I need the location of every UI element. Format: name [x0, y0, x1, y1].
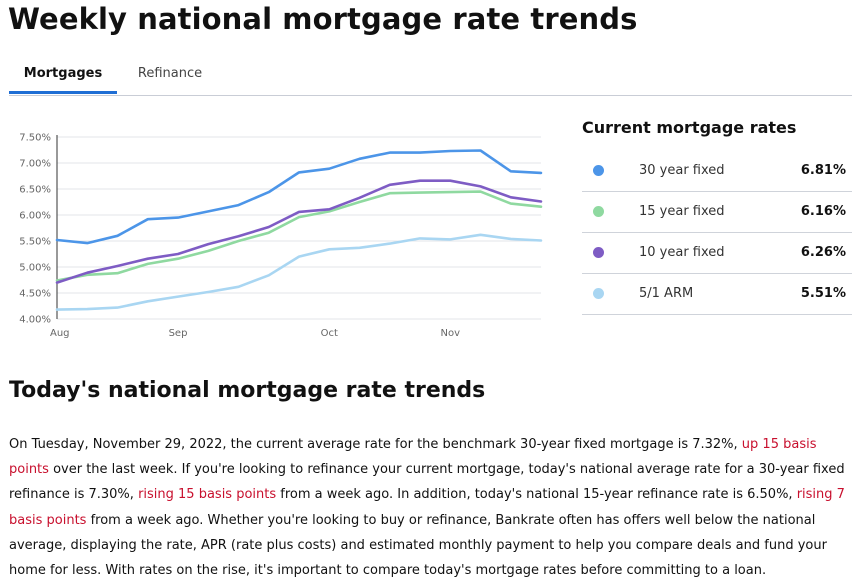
series-dot-30yr: [593, 165, 604, 176]
y-tick-label: 4.50%: [19, 289, 51, 300]
x-tick-label: Nov: [440, 328, 460, 339]
series-dot-15yr: [593, 206, 604, 217]
series-line-10-year-fixed: [55, 179, 543, 284]
y-tick-label: 5.00%: [19, 263, 51, 274]
rate-change-link-refi-30yr[interactable]: rising 15 basis points: [138, 487, 277, 503]
y-tick-label: 6.50%: [19, 185, 51, 196]
rate-row-10yr: 10 year fixed 6.26%: [582, 233, 852, 274]
rate-value-15yr: 6.16%: [800, 204, 846, 219]
rate-change-link-30yr[interactable]: up 15 basis points: [9, 437, 817, 478]
y-tick-label: 4.00%: [19, 315, 51, 326]
rate-value-30yr: 6.81%: [800, 163, 846, 178]
trends-text-3: from a week ago. In addition, today's na…: [276, 487, 797, 503]
y-tick-label: 6.00%: [19, 211, 51, 222]
current-rates-panel: Current mortgage rates 30 year fixed 6.8…: [582, 118, 852, 315]
rate-row-arm: 5/1 ARM 5.51%: [582, 274, 852, 315]
series-line-5-1-arm: [55, 233, 543, 311]
trends-text-4: from a week ago. Whether you're looking …: [9, 512, 827, 579]
trends-heading: Today's national mortgage rate trends: [9, 378, 486, 403]
y-tick-label: 7.00%: [19, 159, 51, 170]
tab-mortgages[interactable]: Mortgages: [9, 60, 117, 94]
rate-trend-chart-svg: 7.50% 7.00% 6.50% 6.00% 5.50% 5.00% 4.50% 4.00%…: [19, 133, 543, 339]
tab-bar: Mortgages Refinance: [9, 60, 852, 96]
rate-row-15yr: 15 year fixed 6.16%: [582, 192, 852, 233]
trends-text-1: On Tuesday, November 29, 2022, the curre…: [9, 437, 742, 452]
x-tick-label: Aug: [50, 328, 70, 339]
y-tick-label: 7.50%: [19, 133, 51, 144]
page-title: Weekly national mortgage rate trends: [8, 2, 638, 36]
series-dot-arm: [593, 288, 604, 299]
rate-trend-chart: 7.50% 7.00% 6.50% 6.00% 5.50% 5.00% 4.50% 4.00%…: [0, 120, 560, 350]
trends-text-2: over the last week. If you're looking to…: [9, 462, 845, 503]
series-line-30-year-fixed: [55, 149, 543, 245]
rate-label-30yr: 30 year fixed: [639, 163, 725, 178]
rate-row-30yr: 30 year fixed 6.81%: [582, 151, 852, 192]
series-dot-10yr: [593, 247, 604, 258]
rate-value-10yr: 6.26%: [800, 245, 846, 260]
rate-label-arm: 5/1 ARM: [639, 286, 694, 301]
rate-value-arm: 5.51%: [800, 286, 846, 301]
rate-label-10yr: 10 year fixed: [639, 245, 725, 260]
x-tick-label: Oct: [321, 328, 338, 339]
y-tick-label: 5.50%: [19, 237, 51, 248]
rate-label-15yr: 15 year fixed: [639, 204, 725, 219]
tab-refinance[interactable]: Refinance: [137, 66, 203, 81]
x-tick-label: Sep: [169, 328, 188, 339]
rate-change-link-refi-15yr[interactable]: rising 7 basis points: [9, 487, 845, 528]
series-line-15-year-fixed: [55, 190, 543, 282]
trends-paragraph: On Tuesday, November 29, 2022, the curre…: [9, 432, 857, 583]
current-rates-title: Current mortgage rates: [582, 118, 797, 137]
